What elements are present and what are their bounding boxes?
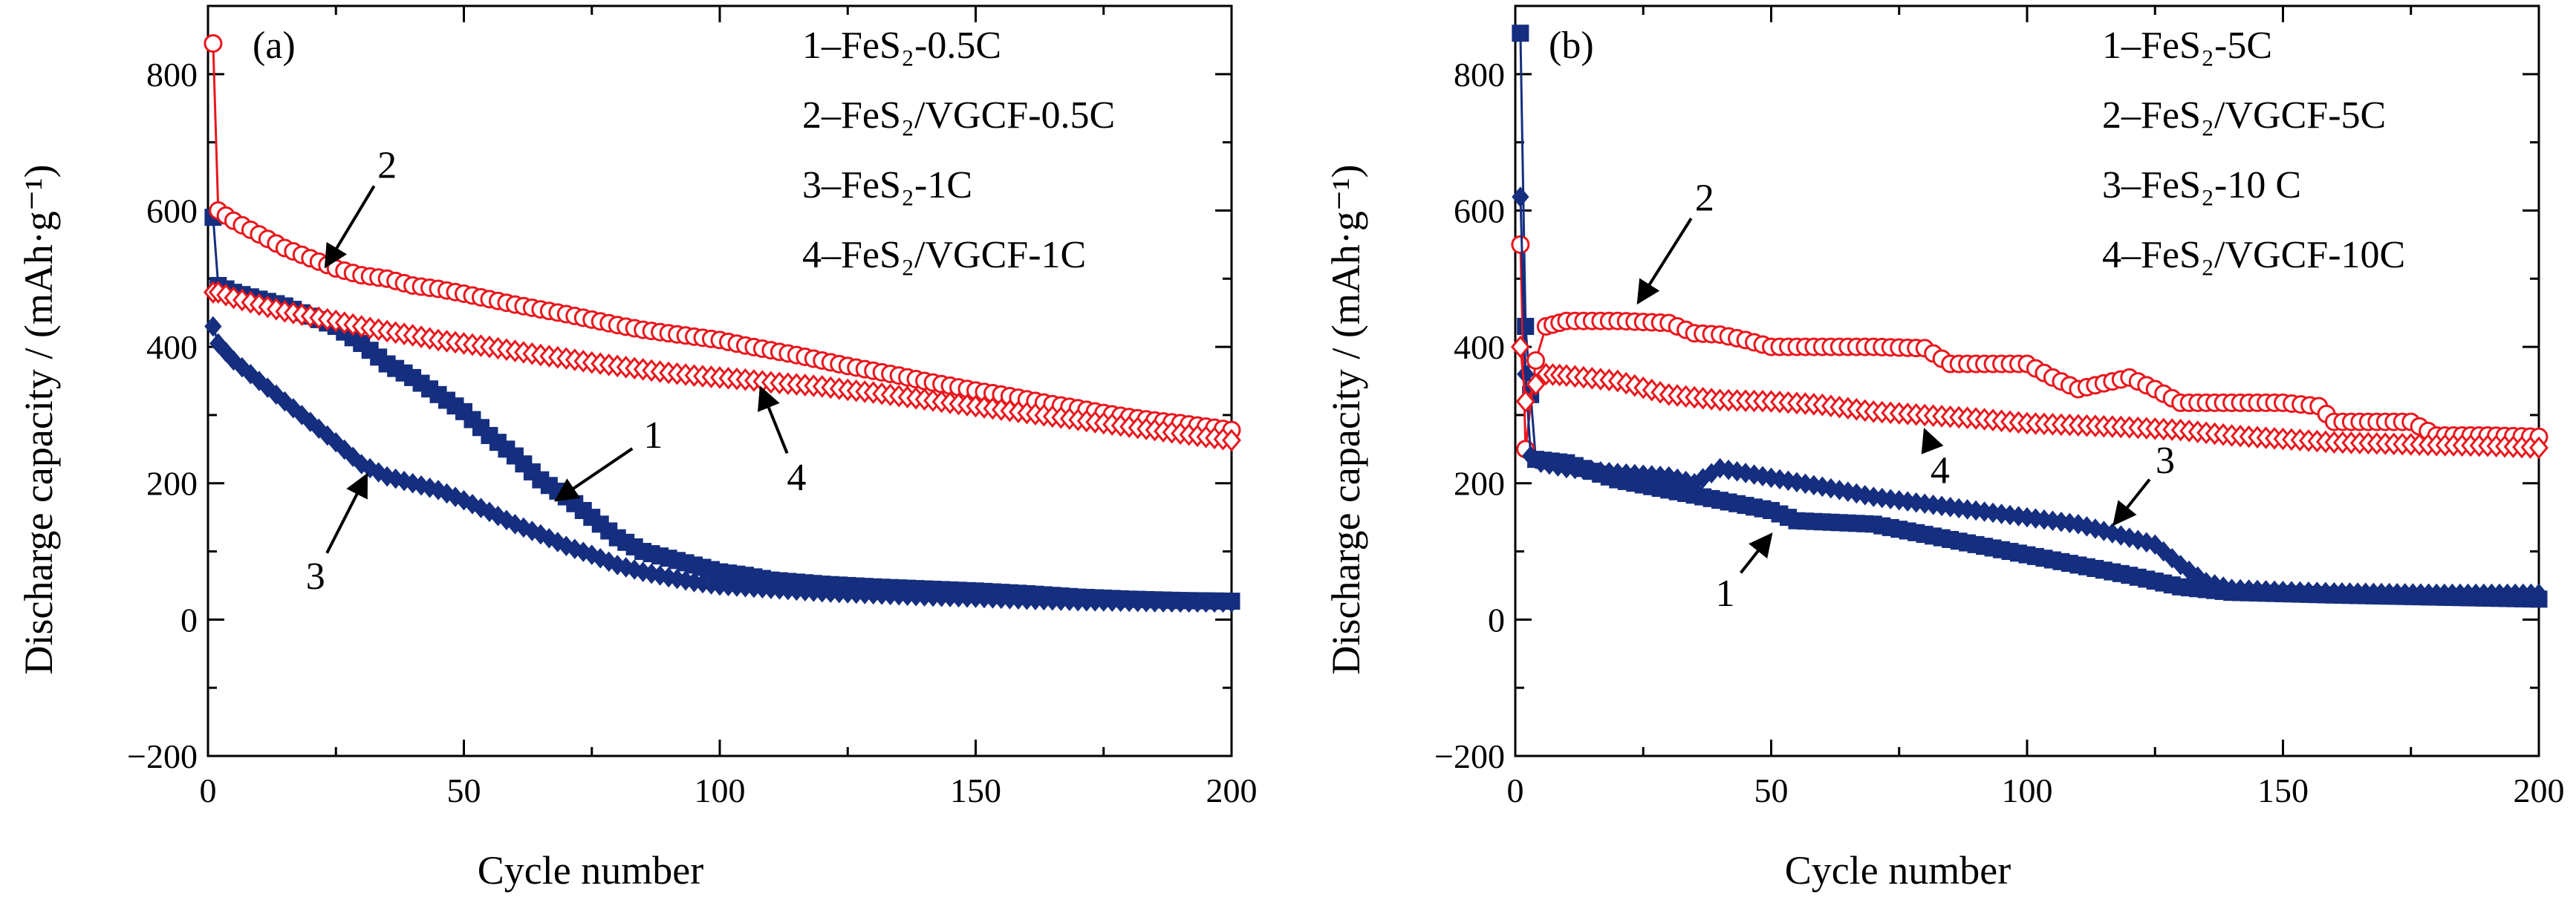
x-tick-label: 200 — [2514, 772, 2565, 809]
data-point — [1511, 235, 1530, 254]
data-point — [2530, 583, 2548, 604]
y-tick-label: 200 — [1454, 465, 1505, 503]
legend-entry-4: 4–FeS₂/VGCF-10C — [2102, 234, 2405, 276]
legend: 1–FeS₂-5C 2–FeS₂/VGCF-5C 3–FeS₂-10 C 4–F… — [2102, 25, 2405, 276]
y-tick-label: 800 — [1454, 56, 1505, 94]
data-point — [1223, 592, 1240, 613]
x-tick-label: 0 — [1507, 772, 1524, 809]
data-point — [2529, 436, 2549, 460]
x-tick-label: 0 — [200, 772, 217, 809]
series-4 — [203, 281, 1241, 452]
legend-entry-3: 3–FeS₂-10 C — [2102, 164, 2301, 206]
x-tick-label: 50 — [1754, 772, 1789, 809]
legend-entry-3: 3–FeS₂-1C — [802, 164, 972, 206]
data-point — [1510, 335, 1530, 359]
y-axis-label: Discharge capacity / (mAh·g⁻¹) — [16, 165, 61, 675]
annotation-group: 1 2 3 4 — [1636, 177, 2175, 615]
series-2 — [204, 34, 1241, 440]
panel-label: (a) — [253, 25, 296, 67]
panel-label: (b) — [1549, 25, 1594, 67]
y-tick-label: 400 — [146, 328, 198, 366]
series-group — [1510, 25, 2549, 608]
series-3 — [204, 316, 1240, 613]
y-tick-label: 600 — [146, 192, 198, 229]
curve-label-3: 3 — [2156, 440, 2175, 482]
data-point — [1517, 318, 1535, 336]
x-axis-label: Cycle number — [478, 848, 703, 893]
y-tick-label: −200 — [1434, 737, 1505, 775]
data-point — [204, 34, 223, 53]
y-tick-label: 0 — [180, 601, 198, 639]
data-point — [370, 462, 388, 483]
annotation-arrow — [553, 447, 634, 502]
data-point — [1512, 25, 1529, 42]
x-tick-label: 200 — [1206, 772, 1258, 809]
annotation-arrow — [2112, 478, 2151, 527]
y-tick-label: 0 — [1488, 601, 1505, 639]
y-axis-label: Discharge capacity / (mAh·g⁻¹) — [1324, 165, 1368, 675]
legend-entry-1: 1–FeS₂-5C — [2102, 25, 2272, 67]
curve-label-1: 1 — [643, 414, 663, 457]
legend-entry-2: 2–FeS₂/VGCF-5C — [2102, 94, 2386, 137]
x-axis-label: Cycle number — [1785, 848, 2011, 893]
annotation-arrow — [324, 185, 376, 269]
data-point — [1515, 390, 1535, 413]
legend-entry-2: 2–FeS₂/VGCF-0.5C — [802, 94, 1115, 137]
legend-entry-1: 1–FeS₂-0.5C — [802, 25, 1001, 67]
curve-label-1: 1 — [1715, 573, 1734, 615]
x-tick-label: 150 — [2257, 772, 2309, 809]
annotation-arrow — [1921, 428, 1944, 454]
y-tick-label: −200 — [127, 737, 198, 775]
y-tick-label: 400 — [1454, 328, 1505, 366]
curve-label-4: 4 — [787, 457, 806, 499]
y-tick-label: 800 — [146, 56, 198, 94]
annotation-arrow — [1636, 218, 1693, 305]
series-2 — [1511, 235, 2549, 459]
annotation-group: 1 2 3 4 — [306, 144, 807, 598]
curve-label-4: 4 — [1931, 450, 1950, 492]
data-point — [1526, 373, 1546, 396]
x-tick-label: 50 — [447, 772, 481, 809]
x-tick-label: 150 — [950, 772, 1001, 809]
curve-label-2: 2 — [1695, 177, 1714, 219]
y-tick-label: 200 — [146, 465, 198, 503]
annotation-arrow — [758, 385, 789, 454]
curve-label-3: 3 — [306, 555, 325, 598]
x-tick-label: 100 — [695, 772, 746, 809]
series-group — [203, 34, 1241, 613]
annotation-arrow — [1740, 532, 1773, 574]
curve-label-2: 2 — [377, 144, 397, 186]
legend: 1–FeS₂-0.5C 2–FeS₂/VGCF-0.5C 3–FeS₂-1C 4… — [802, 25, 1115, 276]
annotation-arrow — [325, 472, 368, 554]
data-point — [1526, 351, 1546, 370]
data-point — [204, 316, 222, 337]
x-tick-label: 100 — [2002, 772, 2053, 809]
series-4 — [1510, 335, 2549, 460]
data-point — [1222, 428, 1241, 452]
legend-entry-4: 4–FeS₂/VGCF-1C — [802, 234, 1086, 276]
data-point — [1512, 186, 1529, 207]
series-3 — [1512, 186, 2548, 604]
y-tick-label: 600 — [1454, 192, 1505, 229]
